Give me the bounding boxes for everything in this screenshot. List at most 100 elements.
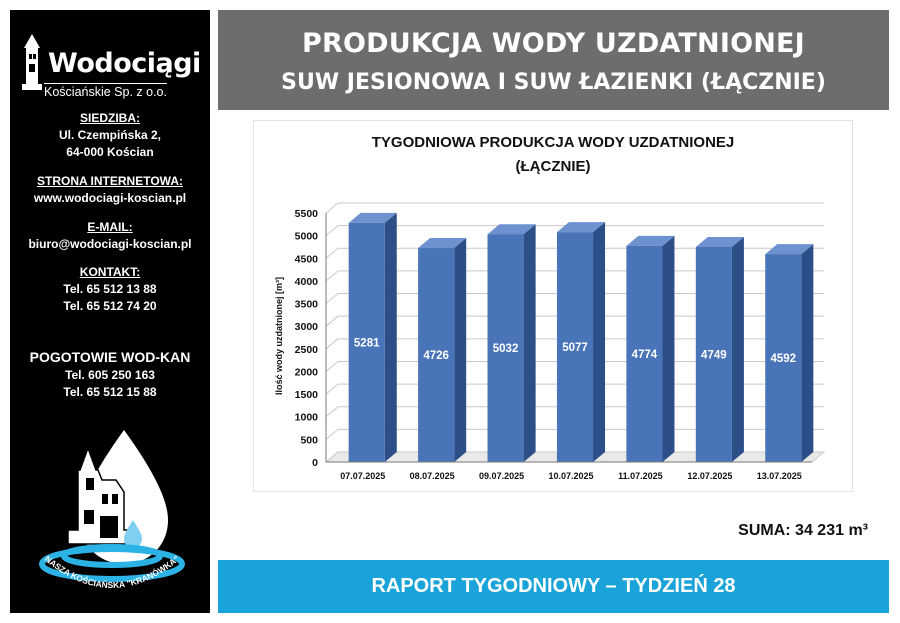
- footer-banner: RAPORT TYGODNIOWY – TYDZIEŃ 28: [218, 560, 889, 613]
- x-tick-label: 08.07.2025: [410, 471, 455, 481]
- y-tick-label: 3500: [295, 299, 319, 311]
- small-drop-icon: [124, 520, 142, 548]
- email-label: E-MAIL:: [87, 220, 133, 234]
- x-tick-label: 10.07.2025: [548, 471, 593, 481]
- bar-side: [801, 244, 814, 462]
- bar-4: 4774: [626, 235, 675, 462]
- bar-front: [695, 246, 732, 462]
- bar-3: 5077: [556, 222, 606, 462]
- bar-chart: TYGODNIOWA PRODUKCJA WODY UZDATNIONEJ (Ł…: [274, 134, 826, 481]
- grid-diagonal-10: [325, 225, 339, 237]
- contact-phone2: Tel. 65 512 74 20: [63, 299, 157, 313]
- bar-value-label: 4774: [632, 349, 658, 361]
- total-sum: SUMA: 34 231 m³: [738, 522, 868, 539]
- emergency-block: POGOTOWIE WOD-KAN Tel. 605 250 163 Tel. …: [10, 347, 210, 401]
- grid-diagonal-3: [325, 383, 339, 395]
- bar-top: [487, 224, 536, 235]
- bar-side: [454, 238, 467, 462]
- address-line1: Ul. Czempińska 2,: [58, 128, 162, 142]
- x-tick-label: 13.07.2025: [757, 471, 802, 481]
- y-tick-label: 1500: [295, 389, 319, 401]
- y-tick-label: 1000: [295, 412, 319, 424]
- y-tick-label: 3000: [295, 321, 319, 333]
- x-tick-label: 11.07.2025: [618, 471, 663, 481]
- bar-side: [662, 235, 675, 462]
- bar-value-label: 4749: [701, 349, 727, 361]
- grid-diagonal-9: [325, 247, 339, 259]
- y-tick-label: 2500: [295, 344, 319, 356]
- contact-block: KONTAKT: Tel. 65 512 13 88 Tel. 65 512 7…: [10, 264, 210, 315]
- chart-title-line2: (ŁĄCZNIE): [516, 158, 591, 175]
- grid-diagonal-8: [325, 270, 339, 282]
- grid-diagonal-4: [325, 361, 339, 372]
- kranowka-emblem: NASZA KOŚCIAŃSKA "KRANÓWKA": [39, 430, 185, 590]
- contact-phone1: Tel. 65 512 13 88: [63, 282, 157, 296]
- bar-6: 4592: [765, 244, 814, 462]
- bar-front: [487, 234, 524, 462]
- bar-5: 4749: [695, 236, 744, 462]
- grid-diagonal-6: [325, 315, 339, 327]
- y-tick-label: 0: [312, 457, 318, 469]
- emergency-title: POGOTOWIE WOD-KAN: [29, 349, 191, 365]
- bar-value-label: 4592: [770, 353, 796, 365]
- bar-1: 4726: [418, 238, 467, 462]
- chart-title-line1: TYGODNIOWA PRODUKCJA WODY UZDATNIONEJ: [372, 134, 735, 151]
- bar-front: [556, 232, 594, 462]
- bar-top: [418, 238, 467, 249]
- y-tick-label: 5000: [295, 231, 319, 243]
- email-block: E-MAIL: biuro@wodociagi-koscian.pl: [10, 219, 210, 253]
- bar-side: [523, 224, 536, 462]
- castle-tower-icon: [22, 34, 42, 90]
- bar-side: [384, 212, 397, 462]
- x-tick-label: 12.07.2025: [687, 471, 732, 481]
- water-ring-outer: [39, 546, 185, 582]
- logo-subtitle: Kościańskie Sp. z o.o.: [44, 83, 167, 99]
- address-block: SIEDZIBA: Ul. Czempińska 2, 64-000 Kości…: [10, 110, 210, 161]
- y-axis-label: Ilość wody uzdatnionej [m³]: [274, 277, 284, 395]
- bar-front: [348, 222, 385, 462]
- bar-front: [765, 254, 802, 462]
- y-tick-label: 500: [300, 434, 318, 446]
- address-line2: 64-000 Kościan: [66, 145, 154, 159]
- y-tick-label: 5500: [295, 208, 319, 220]
- contact-label: KONTAKT:: [79, 265, 141, 279]
- bar-side: [593, 222, 606, 462]
- website-link[interactable]: www.wodociagi-koscian.pl: [33, 191, 187, 205]
- page-subtitle: SUW JESIONOWA I SUW ŁAZIENKI (ŁĄCZNIE): [281, 70, 826, 95]
- bar-side: [731, 236, 744, 462]
- bar-top: [765, 244, 814, 255]
- grid-diagonal-11: [325, 202, 339, 214]
- y-tick-label: 4000: [295, 276, 319, 288]
- x-tick-label: 07.07.2025: [340, 471, 385, 481]
- y-tick-label: 2000: [295, 366, 319, 378]
- header-banner: PRODUKCJA WODY UZDATNIONEJ SUW JESIONOWA…: [218, 10, 889, 110]
- bar-2: 5032: [487, 224, 536, 462]
- chart-frame: TYGODNIOWA PRODUKCJA WODY UZDATNIONEJ (Ł…: [253, 120, 853, 492]
- grid-diagonal-1: [325, 428, 339, 440]
- bar-top: [348, 212, 397, 223]
- email-link[interactable]: biuro@wodociagi-koscian.pl: [28, 237, 192, 251]
- sidebar: Wodociągi Kościańskie Sp. z o.o. SIEDZIB…: [10, 10, 210, 613]
- bar-value-label: 5281: [354, 337, 380, 349]
- emergency-phone2: Tel. 65 512 15 88: [63, 385, 157, 399]
- bar-top: [556, 222, 606, 233]
- bar-value-label: 4726: [423, 350, 449, 362]
- company-logo: Wodociągi Kościańskie Sp. z o.o.: [10, 28, 210, 99]
- bar-value-label: 5032: [493, 343, 519, 355]
- grid-diagonal-5: [325, 338, 339, 350]
- bar-front: [418, 248, 455, 462]
- www-label: STRONA INTERNETOWA:: [37, 174, 183, 188]
- x-tick-label: 09.07.2025: [479, 471, 524, 481]
- bar-value-label: 5077: [562, 342, 588, 354]
- grid-diagonal-7: [325, 293, 339, 304]
- bar-top: [695, 236, 744, 247]
- website-block: STRONA INTERNETOWA: www.wodociagi-koscia…: [10, 173, 210, 207]
- siedziba-label: SIEDZIBA:: [80, 111, 140, 125]
- logo-title: Wodociągi: [48, 48, 201, 79]
- bar-top: [626, 235, 675, 246]
- bar-front: [626, 245, 663, 462]
- page-title: PRODUKCJA WODY UZDATNIONEJ: [302, 28, 805, 59]
- y-tick-label: 4500: [295, 253, 319, 265]
- emergency-phone1: Tel. 605 250 163: [65, 368, 155, 382]
- grid-diagonal-2: [325, 406, 339, 418]
